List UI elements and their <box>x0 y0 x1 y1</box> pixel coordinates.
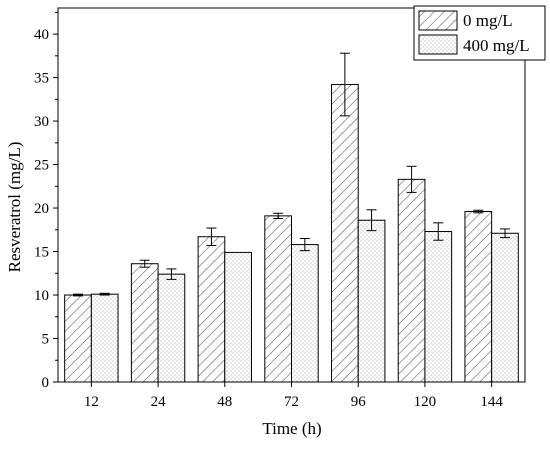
x-tick-label: 72 <box>284 394 299 410</box>
plot-frame <box>57 7 526 383</box>
legend-label-400-mg: 400 mg/L <box>463 36 530 55</box>
y-axis-label: Resveratrol (mg/L) <box>5 142 24 273</box>
x-tick-label: 96 <box>351 394 367 410</box>
y-tick-label: 10 <box>34 288 49 304</box>
bar-0-mg-l-48 <box>197 236 226 383</box>
x-axis-label: Time (h) <box>262 419 321 438</box>
bar-0-mg-l-12 <box>64 294 92 383</box>
bar-0-mg-l-72 <box>264 215 293 383</box>
y-tick-label: 20 <box>34 201 49 217</box>
error-bar-400-mg-l-96 <box>366 209 377 232</box>
y-tick-label: 25 <box>34 158 49 174</box>
legend: 0 mg/L 400 mg/L <box>413 5 546 61</box>
y-tick-label: 30 <box>34 114 49 130</box>
error-bar-0-mg-l-48 <box>206 227 217 246</box>
bar-400-mg-l-48 <box>224 251 252 383</box>
bar-0-mg-l-120 <box>397 178 426 383</box>
bar-0-mg-l-96 <box>331 84 359 383</box>
legend-swatch-0-mg <box>418 10 458 31</box>
legend-swatch-400-mg <box>418 34 458 55</box>
bar-400-mg-l-120 <box>424 231 453 383</box>
error-bar-0-mg-l-24 <box>139 259 150 268</box>
bar-400-mg-l-144 <box>491 232 519 383</box>
axes-layer: 12 24 48 72 96 120 144 0 5 10 15 20 25 30 35 40 <box>34 7 526 410</box>
y-tick-label: 0 <box>42 375 50 391</box>
y-tick-label: 40 <box>34 27 49 43</box>
bar-400-mg-l-96 <box>357 219 386 383</box>
legend-label-0-mg: 0 mg/L <box>463 11 513 30</box>
error-bar-0-mg-l-96 <box>339 52 350 117</box>
bar-0-mg-l-144 <box>464 211 493 383</box>
error-bar-400-mg-l-24 <box>166 268 177 280</box>
error-bar-400-mg-l-120 <box>433 222 444 241</box>
error-bar-400-mg-l-144 <box>499 228 510 239</box>
y-tick-label: 15 <box>34 245 49 261</box>
y-tick-label: 35 <box>34 71 49 87</box>
x-tick-label: 48 <box>217 394 232 410</box>
error-bar-0-mg-l-120 <box>406 165 417 193</box>
bar-400-mg-l-24 <box>157 273 186 383</box>
bars-layer <box>64 84 519 383</box>
error-bar-0-mg-l-12 <box>73 293 84 297</box>
x-tick-label: 12 <box>84 394 99 410</box>
bar-400-mg-l-72 <box>291 244 319 383</box>
x-tick-label: 144 <box>480 394 503 410</box>
bar-400-mg-l-12 <box>90 293 119 383</box>
y-tick-label: 5 <box>42 332 50 348</box>
x-tick-label: 24 <box>151 394 167 410</box>
error-bar-400-mg-l-72 <box>299 237 310 252</box>
error-bar-0-mg-l-144 <box>473 209 484 214</box>
x-tick-label: 120 <box>414 394 437 410</box>
error-bar-0-mg-l-72 <box>273 212 284 219</box>
bar-0-mg-l-24 <box>130 263 159 383</box>
error-bar-400-mg-l-12 <box>99 292 110 296</box>
error-bars-layer <box>73 52 510 297</box>
